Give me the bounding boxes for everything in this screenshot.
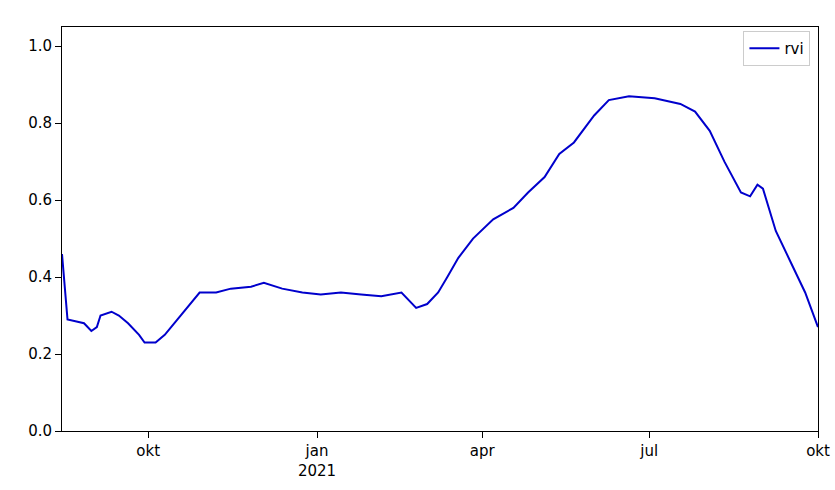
svg-text:0.8: 0.8 [28,114,52,132]
svg-text:rvi: rvi [784,40,803,58]
svg-text:jan2021: jan2021 [298,442,336,480]
svg-text:okt: okt [136,442,160,460]
svg-text:apr: apr [470,442,496,460]
svg-text:0.2: 0.2 [28,345,52,363]
svg-text:0.0: 0.0 [28,422,52,440]
svg-text:0.4: 0.4 [28,268,52,286]
svg-text:okt: okt [806,442,830,460]
svg-text:jul: jul [639,442,658,460]
svg-text:1.0: 1.0 [28,37,52,55]
svg-text:0.6: 0.6 [28,191,52,209]
